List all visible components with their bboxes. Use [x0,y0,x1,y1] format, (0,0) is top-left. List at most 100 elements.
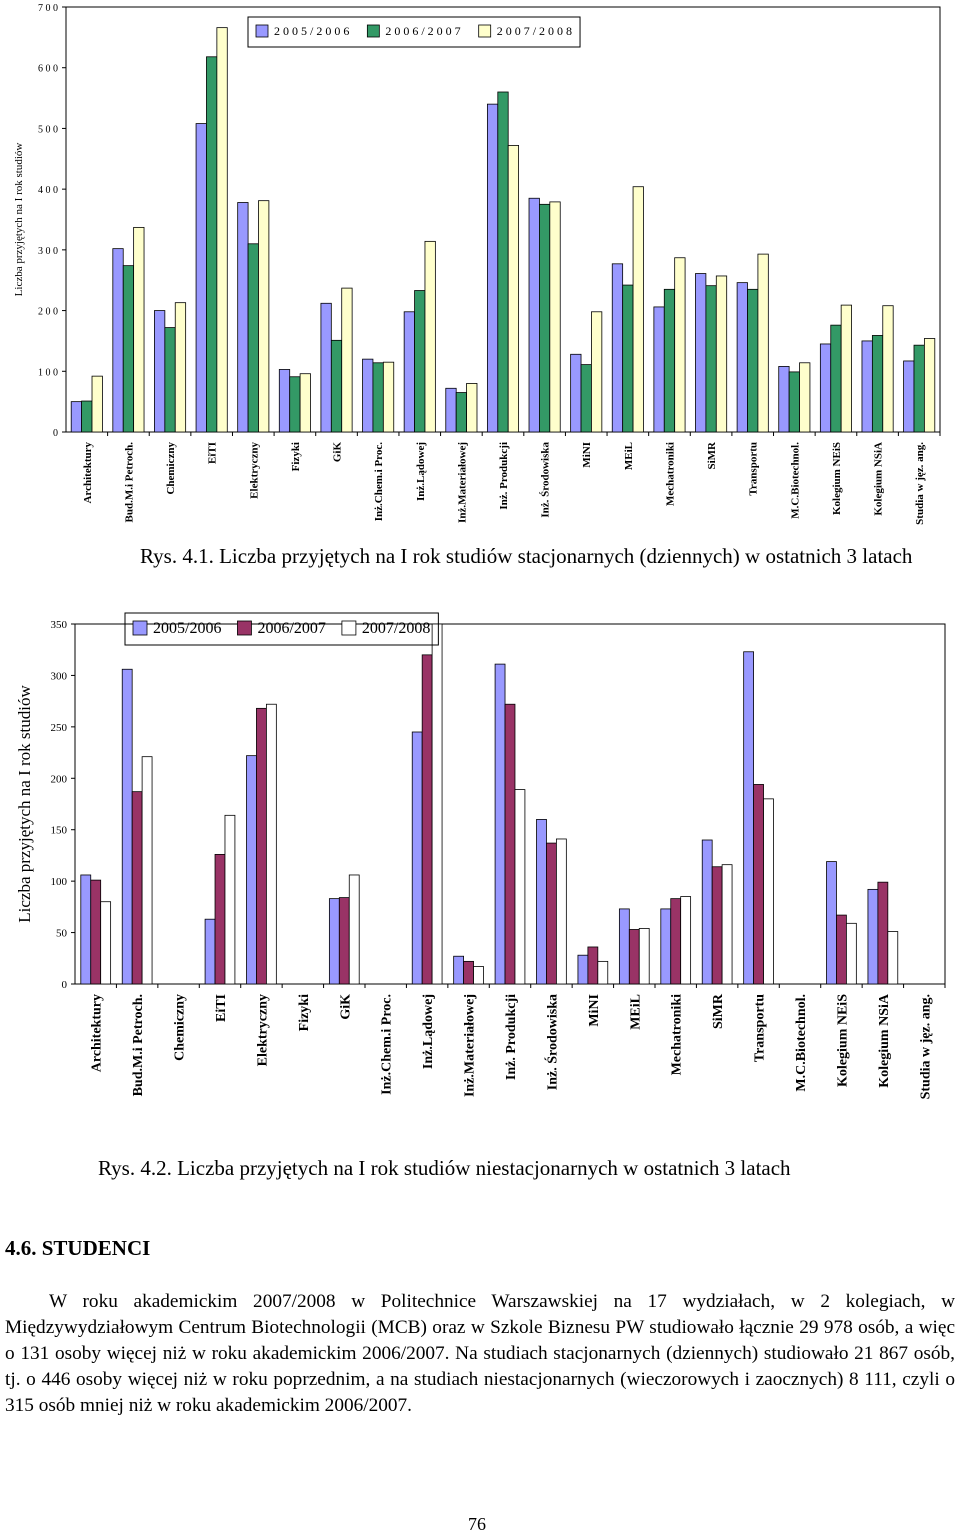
bar [237,202,249,433]
category-label: Studia w jęz. ang. [914,442,926,525]
y-tick-label: 50 [56,928,68,940]
body-paragraph: W roku akademickim 2007/2008 w Politechn… [5,1291,955,1416]
legend-swatch [255,24,269,38]
legend-label: 2005/2006 [153,620,221,637]
bar [622,284,634,433]
bar [424,240,436,433]
category-label: Elektryczny [248,442,260,499]
bar [913,344,925,433]
bar [100,901,112,985]
bar [431,623,443,985]
bar [90,879,102,985]
bar [528,197,540,433]
bar [539,203,551,433]
legend-swatch [132,620,148,636]
bar [819,343,832,433]
category-label: SiMR [706,441,718,470]
category-label: Inż.Materiałowej [456,442,468,523]
bar [721,864,733,985]
bar [591,311,603,433]
category-label: Studia w jęz. ang. [918,994,933,1099]
bar [653,306,665,433]
bar [362,358,374,433]
category-label: Architektury [90,994,105,1072]
y-tick-label: 6 0 0 [38,64,58,75]
y-tick-label: 0 [53,428,58,439]
bar [695,273,707,433]
y-tick-label: 2 0 0 [38,307,58,318]
bar [411,731,423,985]
bar [214,853,226,985]
category-label: MEiL [623,442,635,470]
bar [91,375,103,433]
legend-swatch [341,620,357,636]
category-label: M.C.Biotechnol. [789,442,801,519]
bar [453,955,464,985]
bar [289,376,301,433]
bar [701,839,713,985]
y-axis-label: Liczba przyjętych na I rok studiów [15,685,34,923]
bar [246,755,257,985]
bar [258,200,270,433]
bar [507,145,520,433]
category-label: Inż.Chem.i Proc. [373,442,385,521]
chart-part-time-admissions: 0 50 100 150 200 250 300 350 Liczba przyjętych n… [15,612,946,1099]
legend-label: 2 0 0 6 / 2 0 0 7 [385,24,460,38]
legend-swatch [366,24,380,38]
bar [164,327,176,433]
bar [463,960,474,985]
y-tick-label: 4 0 0 [38,185,58,196]
bar [628,929,640,985]
bar [663,288,676,433]
bar [256,707,267,985]
bar [421,654,433,985]
legend-box [124,612,439,646]
bar [70,401,83,433]
category-label: Inż. Środowiska [543,994,560,1090]
bar [494,663,506,985]
bar [867,888,879,985]
y-tick-label: 350 [51,619,68,631]
category-label: Inż. Produkcji [498,442,510,510]
bar [836,914,847,985]
category-label: Bud.M.i Petroch. [131,994,146,1096]
category-label: Transportu [753,994,768,1062]
bar [887,931,899,985]
y-tick-label: 1 0 0 [38,367,58,378]
bar [778,366,790,433]
figure-caption-1: Rys. 4.1. Liczba przyjętych na I rok stu… [140,544,913,568]
bar [382,361,395,433]
bar [330,339,343,433]
legend-label: 2007/2008 [362,620,430,637]
category-label: MEiL [628,994,643,1030]
bar [328,898,340,985]
category-label: GiK [332,442,344,463]
bar [674,257,686,433]
bar [611,263,624,433]
bar [466,383,478,433]
bar [341,287,353,433]
category-label: Inż.Materiałowej [463,994,478,1097]
legend-label: 2 0 0 5 / 2 0 0 6 [274,24,349,38]
bar [923,338,936,433]
y-tick-label: 5 0 0 [38,124,58,135]
category-label: Kolegium NSiA [877,993,892,1088]
bar [247,243,259,433]
category-label: Inż.Chem.i Proc. [380,994,395,1095]
legend-swatch [237,620,252,636]
bar [846,922,857,985]
y-tick-label: 7 0 0 [38,3,58,14]
bar [861,340,873,433]
bar [736,282,748,433]
category-label: GiK [338,994,353,1020]
category-label: MiNI [587,994,602,1027]
y-tick-label: 100 [51,876,68,888]
category-label: Inż. Środowiska [540,442,552,518]
bar [224,814,236,985]
bar [338,897,350,985]
category-label: Kolegium NEiS [835,994,850,1087]
category-label: EiTI [214,994,229,1022]
bar [660,908,672,985]
bar [597,960,609,985]
bar [618,908,630,985]
